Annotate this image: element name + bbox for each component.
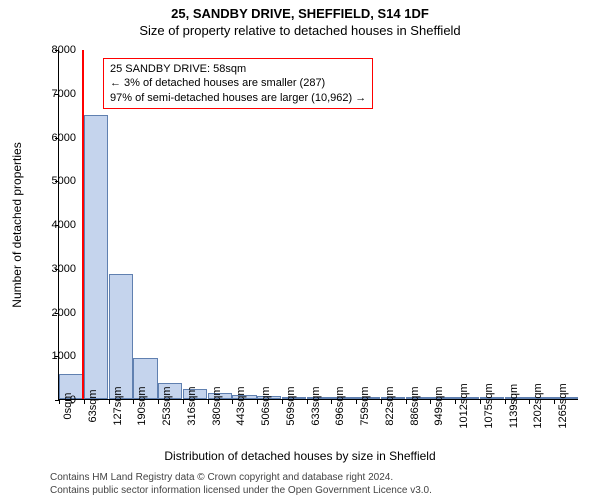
x-tick-label: 443sqm — [235, 386, 247, 425]
x-tick-label: 1075sqm — [483, 383, 495, 428]
y-axis-label: Number of detached properties — [10, 142, 24, 307]
x-tick-label: 759sqm — [359, 386, 371, 425]
histogram-bar — [84, 115, 108, 399]
x-tick-label: 253sqm — [161, 386, 173, 425]
y-tick-label: 4000 — [52, 219, 76, 231]
x-tick-label: 886sqm — [409, 386, 421, 425]
x-tick-label: 0sqm — [62, 393, 74, 420]
info-box: 25 SANDBY DRIVE: 58sqm← 3% of detached h… — [103, 58, 373, 109]
y-tick-label: 7000 — [52, 88, 76, 100]
info-line: ← 3% of detached houses are smaller (287… — [110, 76, 366, 90]
y-tick-label: 2000 — [52, 307, 76, 319]
x-tick-label: 1202sqm — [532, 383, 544, 428]
info-line: 25 SANDBY DRIVE: 58sqm — [110, 62, 366, 76]
x-tick-label: 822sqm — [384, 386, 396, 425]
x-tick-label: 1265sqm — [557, 383, 569, 428]
property-marker-line — [82, 50, 84, 399]
y-tick-label: 5000 — [52, 175, 76, 187]
x-tick-label: 63sqm — [87, 389, 99, 422]
x-tick-label: 1139sqm — [508, 384, 520, 428]
x-tick-label: 949sqm — [433, 386, 445, 425]
x-tick-label: 380sqm — [211, 386, 223, 425]
x-tick-label: 633sqm — [310, 386, 322, 425]
footer-line: Contains HM Land Registry data © Crown c… — [50, 472, 432, 485]
x-tick-label: 127sqm — [112, 386, 124, 425]
x-tick-label: 569sqm — [285, 386, 297, 425]
y-tick-label: 6000 — [52, 132, 76, 144]
page-title: 25, SANDBY DRIVE, SHEFFIELD, S14 1DF — [0, 0, 600, 21]
y-tick-label: 8000 — [52, 44, 76, 56]
x-tick-label: 696sqm — [334, 386, 346, 425]
info-line: 97% of semi-detached houses are larger (… — [110, 91, 366, 105]
page-subtitle: Size of property relative to detached ho… — [0, 21, 600, 38]
histogram-bar — [109, 274, 133, 399]
x-tick-label: 506sqm — [260, 386, 272, 425]
x-tick-label: 316sqm — [186, 386, 198, 425]
x-axis-label: Distribution of detached houses by size … — [0, 449, 600, 463]
x-tick-label: 190sqm — [136, 386, 148, 425]
footer-attribution: Contains HM Land Registry data © Crown c… — [50, 472, 432, 497]
x-tick-label: 1012sqm — [458, 383, 470, 428]
footer-line: Contains public sector information licen… — [50, 485, 432, 498]
y-tick-label: 3000 — [52, 263, 76, 275]
y-tick-label: 1000 — [52, 350, 76, 362]
